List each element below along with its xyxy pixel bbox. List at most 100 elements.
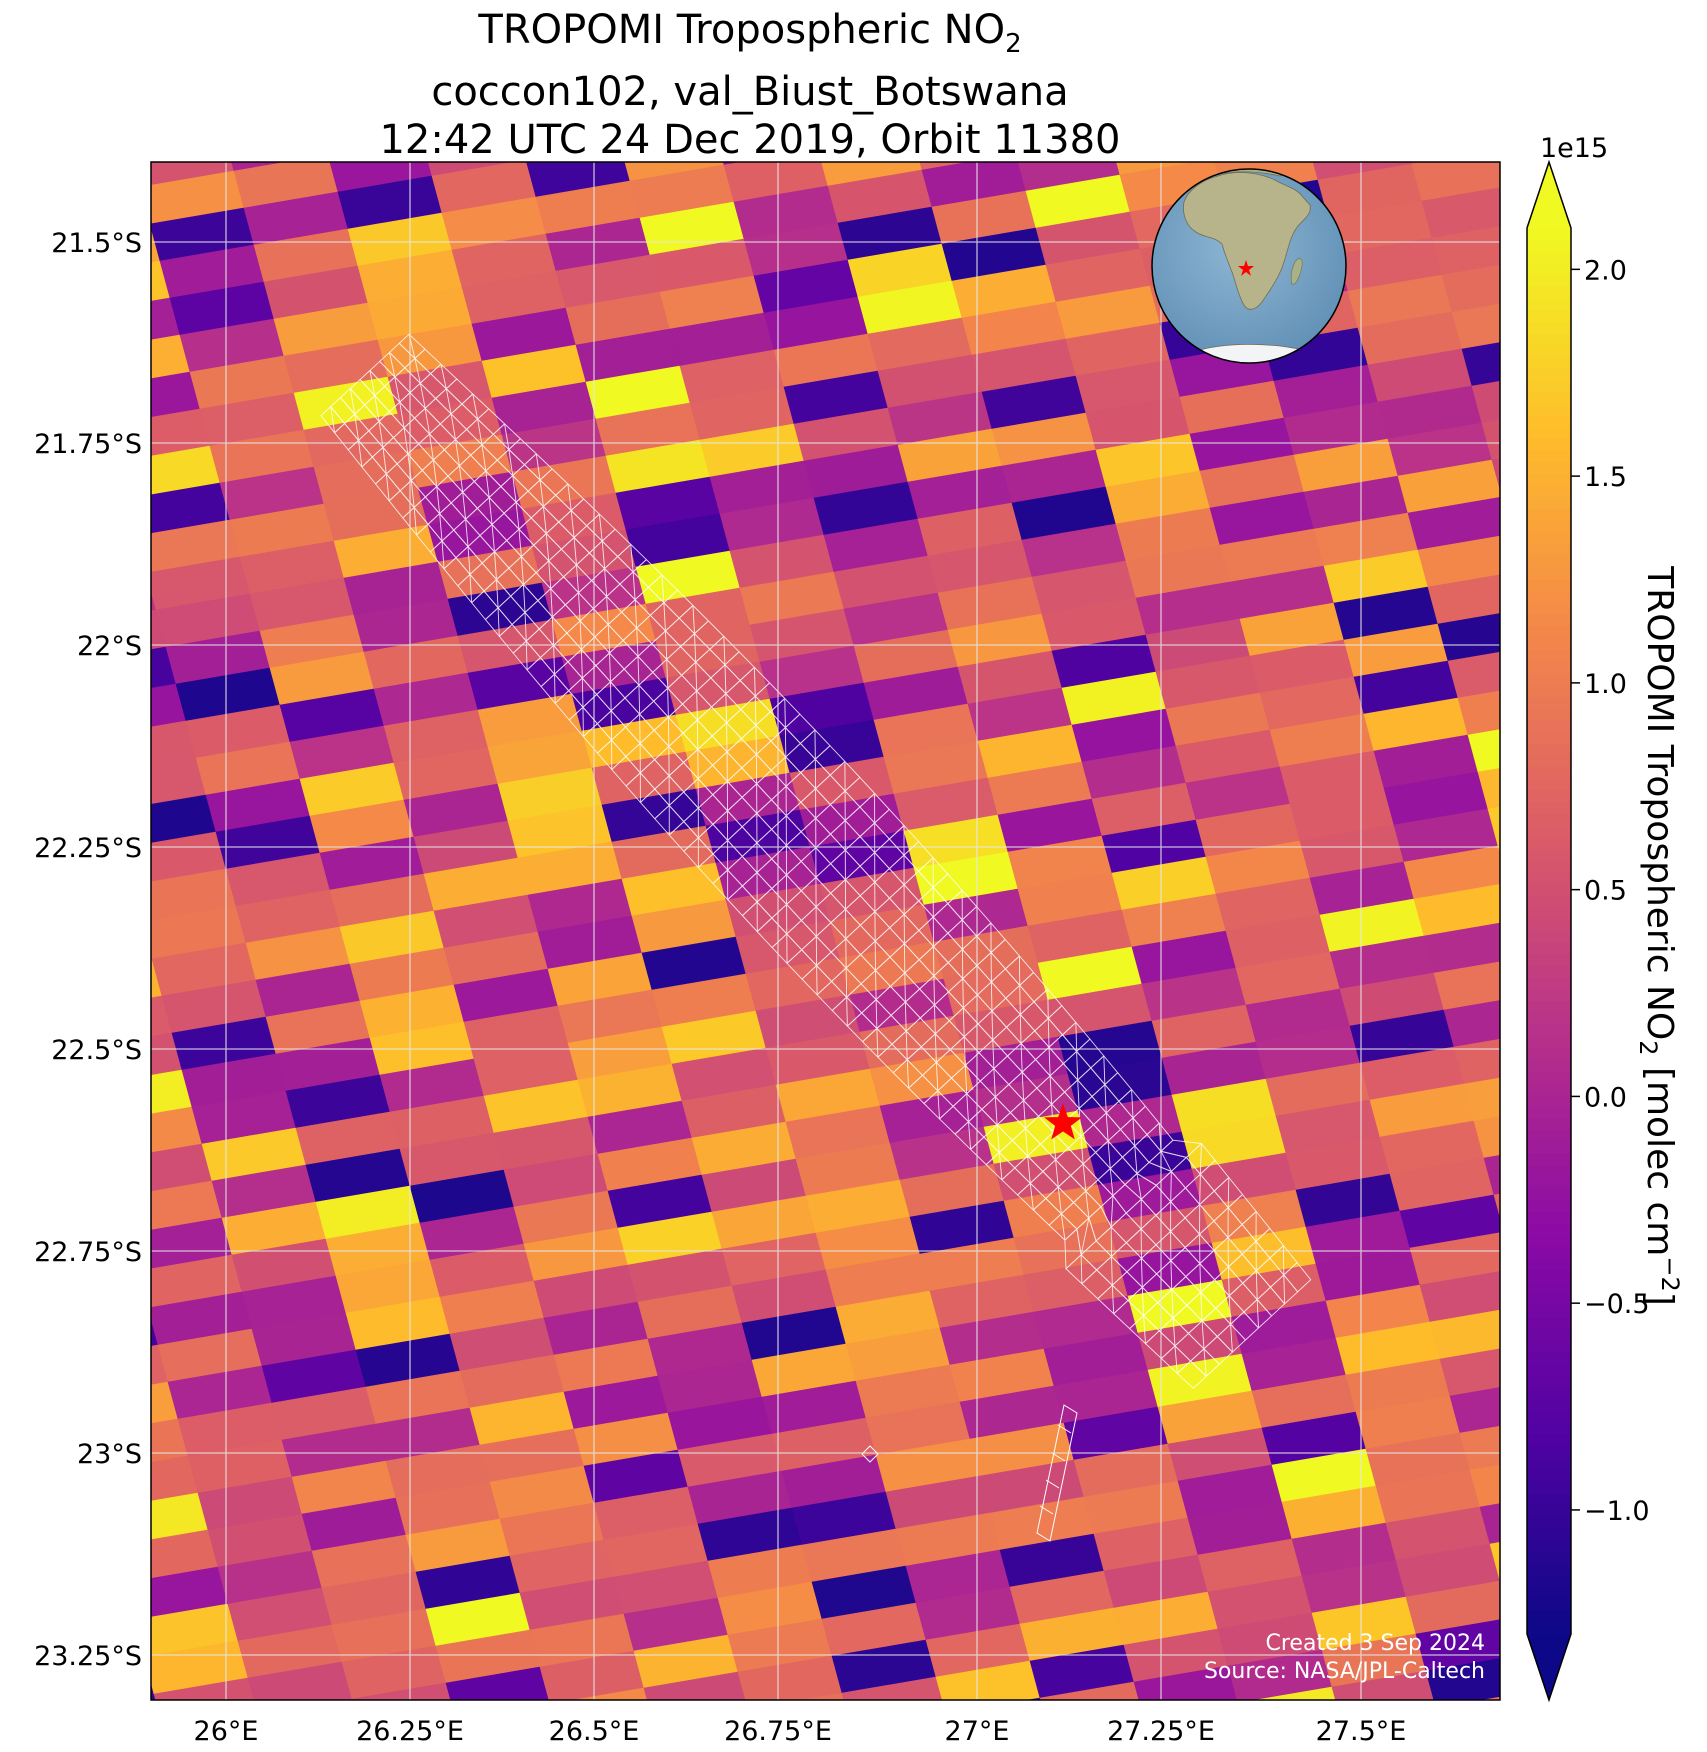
footprint-diagonal [1019, 985, 1021, 1015]
latitude-tick-label: 21.75°S [34, 429, 142, 460]
footprint-cell [1176, 1360, 1207, 1389]
footprint-diagonal [663, 602, 666, 631]
no2-pixel [516, 107, 620, 160]
no2-pixel [1471, 380, 1500, 424]
no2-pixel [1459, 1425, 1500, 1471]
footprint-diagonal [439, 513, 443, 542]
longitude-tick-label: 26.25°E [356, 1716, 464, 1747]
footprint-diagonal [581, 678, 584, 708]
footprint-diagonal [578, 592, 581, 621]
footprint-diagonal [554, 674, 556, 704]
footprint-diagonal [525, 641, 528, 670]
no2-pixel [1469, 1464, 1500, 1508]
footprint-diagonal [1103, 1055, 1106, 1085]
footprint-diagonal [494, 551, 497, 580]
footprint-diagonal [1023, 1100, 1026, 1129]
footprint-diagonal [667, 688, 669, 718]
globe-continent-africa [1183, 172, 1311, 310]
no2-pixel [153, 1677, 255, 1700]
footprint-diagonal [606, 596, 609, 625]
footprint-diagonal [1143, 1315, 1146, 1344]
footprint-diagonal [638, 685, 641, 715]
globe-site-star [1238, 260, 1254, 276]
footprint-diagonal [962, 978, 964, 1008]
map-frame [150, 161, 1501, 1701]
footprint-diagonal [630, 544, 634, 572]
footprint-diagonal [996, 1124, 1000, 1153]
no2-pixel [120, 97, 224, 150]
footprint-diagonal [1082, 1163, 1087, 1192]
no2-pixel [1397, 459, 1500, 514]
footprint-diagonal [906, 1059, 910, 1089]
footprint-diagonal [998, 1152, 1003, 1180]
no2-pixel [1449, 1387, 1500, 1434]
no2-pixel [1409, 1232, 1500, 1286]
no2-pixel [456, 1704, 560, 1752]
footprint-diagonal [440, 364, 447, 389]
footprint-diagonal [723, 636, 726, 665]
footprint-diagonal [472, 393, 479, 420]
latitude-tick-label: 23°S [77, 1439, 142, 1470]
footprint-diagonal [539, 479, 544, 507]
footprint-diagonal [488, 497, 493, 525]
no2-pixel [30, 1583, 134, 1636]
footprint-diagonal [753, 667, 756, 697]
footprint-diagonal [962, 1007, 965, 1037]
credit-created: Created 3 Sep 2024 [1266, 1631, 1486, 1656]
colorbar-extend-bottom [1527, 1634, 1571, 1700]
footprint-diagonal [330, 406, 336, 433]
longitude-tick-label: 27°E [945, 1716, 1010, 1747]
no2-pixel [1039, 1681, 1140, 1700]
footprint-diagonal [1019, 1014, 1022, 1044]
no2-pixel [808, 96, 912, 149]
footprint-diagonal [477, 419, 483, 445]
footprint-diagonal [450, 413, 456, 440]
longitude-tick-label: 26°E [194, 1716, 259, 1747]
footprint-diagonal [354, 414, 359, 441]
footprint-diagonal [436, 486, 441, 514]
footprint-diagonal [524, 612, 527, 642]
no2-pixel [1493, 1193, 1500, 1219]
footprint-diagonal [607, 624, 610, 654]
footprint-diagonal [385, 473, 390, 501]
no2-pixel-layer [30, 96, 1500, 1752]
no2-pixel [1453, 1038, 1500, 1085]
footprint-diagonal [1170, 1260, 1173, 1290]
footprint-diagonal [692, 605, 695, 634]
footprint-diagonal [374, 395, 380, 422]
footprint-diagonal [1199, 1263, 1202, 1293]
footprint-diagonal [846, 997, 848, 1027]
footprint-diagonal [458, 465, 464, 493]
footprint-diagonal [964, 1065, 968, 1094]
footprint-diagonal [1172, 1317, 1176, 1346]
footprint-diagonal [784, 698, 786, 728]
footprint-diagonal [1076, 1051, 1079, 1081]
no2-pixel [1331, 1670, 1435, 1700]
footprint-diagonal [576, 564, 579, 593]
footprint-diagonal [1256, 1299, 1259, 1328]
footprint-diagonal [661, 574, 665, 603]
footprint-diagonal [1141, 1258, 1143, 1288]
no2-pixel [1411, 162, 1426, 165]
colorbar-tick-label: 0.5 [1584, 876, 1627, 907]
graticule [151, 162, 1500, 1700]
footprint-diagonal [414, 358, 421, 384]
footprint-diagonal [389, 352, 396, 378]
latitude-tick-label: 22.75°S [34, 1237, 142, 1268]
footprint-diagonal [394, 376, 401, 403]
footprint-diagonal [876, 1028, 879, 1058]
footprint-diagonal [1283, 1274, 1286, 1304]
footprint-diagonal [963, 1036, 966, 1066]
footprint-diagonal [467, 546, 471, 575]
no2-pixel [1423, 922, 1500, 974]
no2-pixel [1491, 458, 1500, 491]
footprint-diagonal [1200, 1292, 1203, 1321]
no2-pixel [1204, 106, 1308, 159]
footprint-diagonal [904, 973, 906, 1003]
footprint-diagonal [1105, 1112, 1109, 1141]
no2-pixel [799, 1692, 845, 1700]
no2-pixel [1133, 1665, 1238, 1700]
colorbar-tick-label: 0.0 [1584, 1082, 1627, 1113]
longitude-tick-label: 27.25°E [1107, 1716, 1215, 1747]
no2-pixel [1006, 101, 1110, 154]
